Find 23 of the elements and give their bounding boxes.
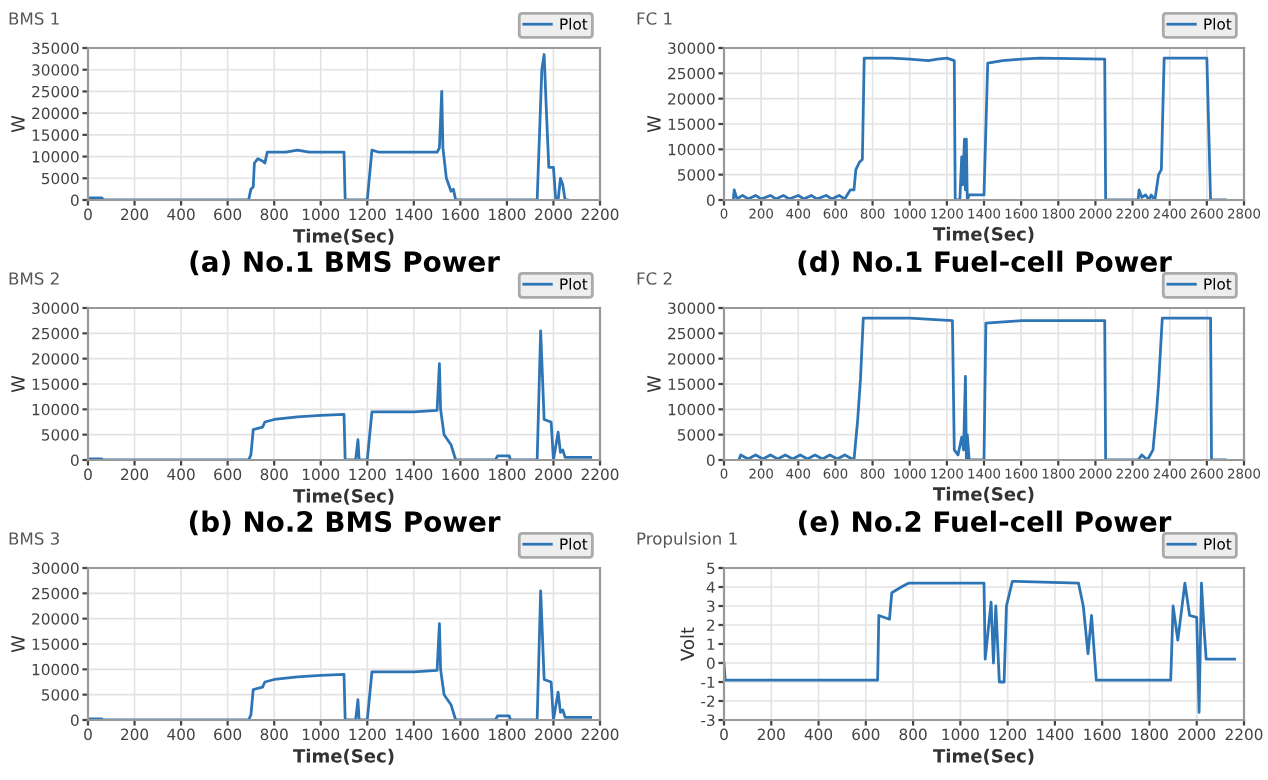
chart-title: BMS 3 (9, 532, 59, 545)
chart-title: FC 1 (637, 12, 672, 25)
y-axis-title: Volt (680, 627, 695, 661)
x-axis-title: Time(Sec) (293, 748, 394, 765)
y-axis-title: W (11, 375, 25, 393)
text: (d) No.1 Fuel-cell Power (798, 250, 1172, 276)
x-axis-title: Time(Sec) (933, 748, 1034, 765)
text: (a) No.1 BMS Power (190, 250, 500, 276)
chart-title: FC 2 (637, 272, 672, 285)
chart-title: BMS 1 (9, 12, 59, 25)
line-series (724, 579, 1236, 714)
x-axis-title: Time(Sec) (933, 226, 1034, 243)
x-axis-title: Time(Sec) (293, 228, 394, 245)
y-axis-title: W (11, 635, 25, 653)
y-axis-title: W (647, 115, 661, 133)
chart-title: Propulsion 1 (637, 531, 737, 549)
x-axis-title: Time(Sec) (933, 486, 1034, 503)
text: (e) No.2 Fuel-cell Power (799, 510, 1172, 536)
y-axis-title: W (11, 115, 25, 133)
chart-title: BMS 2 (9, 272, 59, 285)
y-axis-title: W (647, 375, 661, 393)
x-axis-title: Time(Sec) (293, 488, 394, 505)
text: (b) No.2 BMS Power (189, 510, 501, 536)
